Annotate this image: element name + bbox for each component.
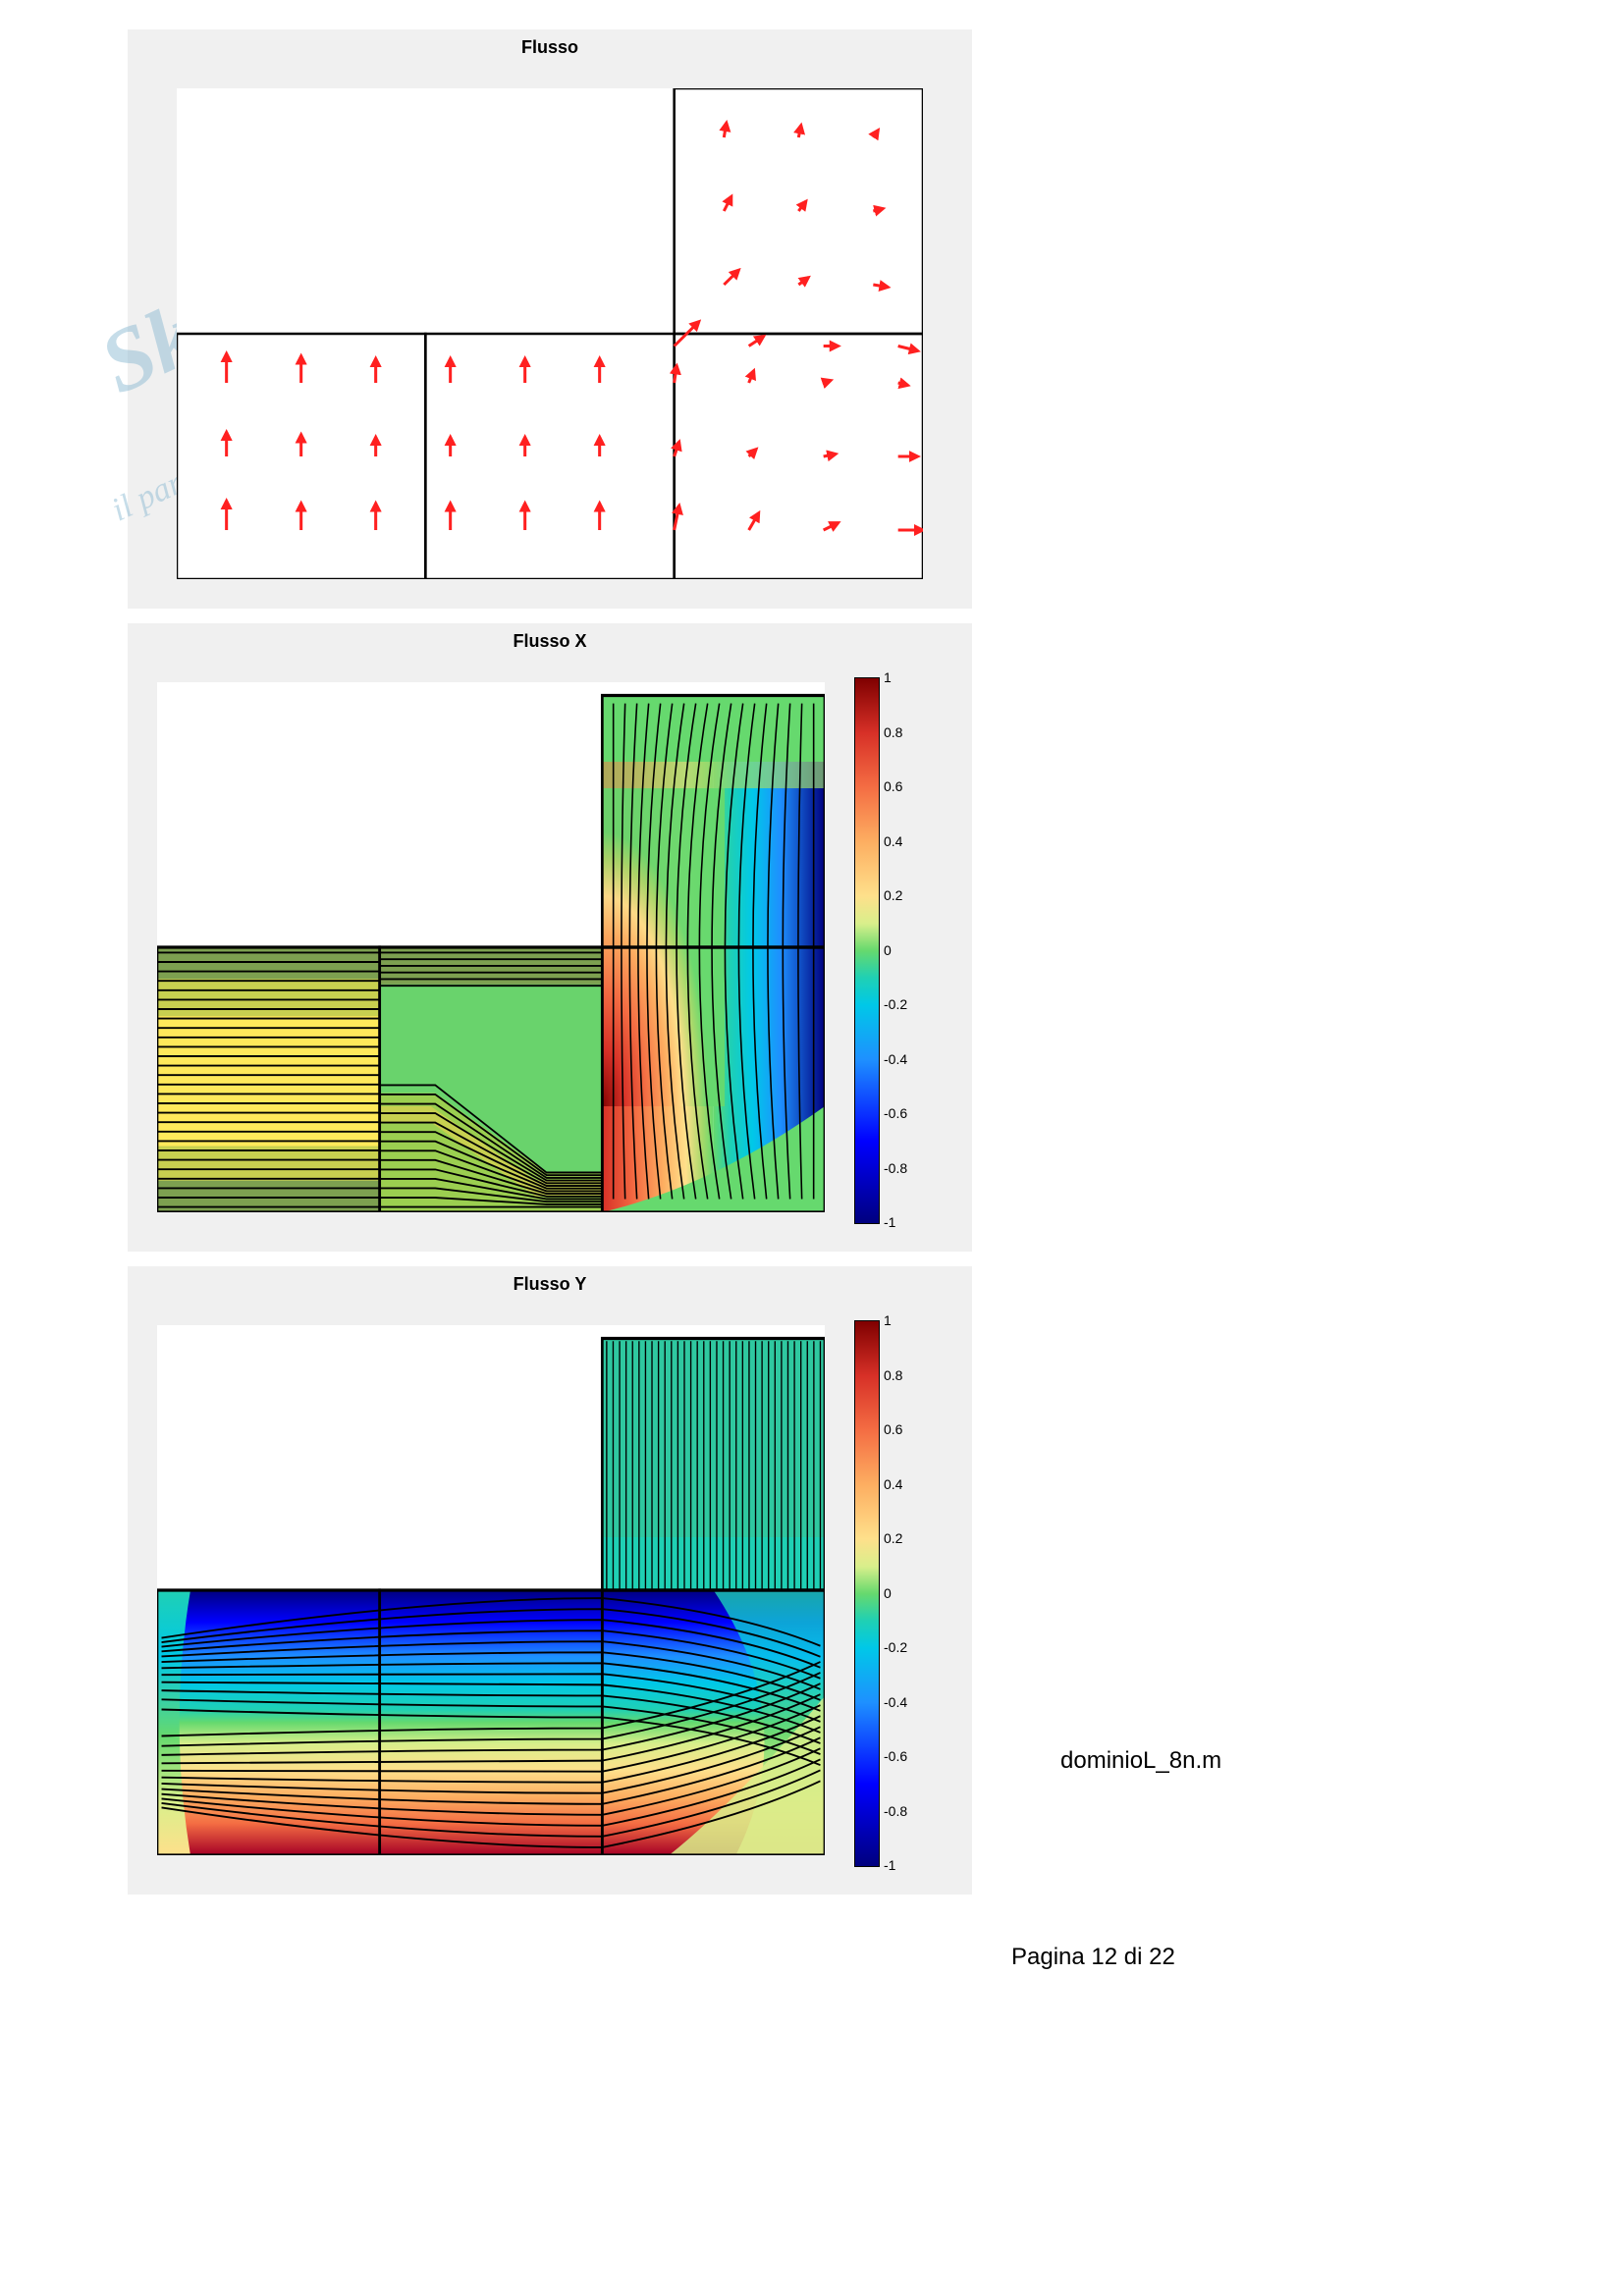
cb-tick: 0.2 bbox=[884, 1530, 902, 1546]
page-number: Pagina 12 di 22 bbox=[1011, 1944, 1175, 1971]
panel-flussox-title: Flusso X bbox=[128, 631, 972, 652]
cb-tick: -0.6 bbox=[884, 1105, 907, 1121]
cb-tick: -0.2 bbox=[884, 1639, 907, 1655]
flussox-colorbar: 10.80.60.40.20-0.2-0.4-0.6-0.8-1 bbox=[854, 677, 933, 1222]
panel-flusso-title: Flusso bbox=[128, 37, 972, 58]
cb-tick: -0.4 bbox=[884, 1694, 907, 1710]
cb-tick: 0.6 bbox=[884, 1421, 902, 1437]
flussoy-colorbar: 10.80.60.40.20-0.2-0.4-0.6-0.8-1 bbox=[854, 1320, 933, 1865]
flussoy-svg bbox=[157, 1325, 825, 1855]
cb-tick: -0.2 bbox=[884, 996, 907, 1012]
plot-flussox bbox=[157, 682, 825, 1212]
panel-flussoy-title: Flusso Y bbox=[128, 1274, 972, 1295]
flussox-svg bbox=[157, 682, 825, 1212]
file-label: dominioL_8n.m bbox=[1060, 1747, 1221, 1775]
cb-tick: -0.8 bbox=[884, 1160, 907, 1176]
cb-tick: -1 bbox=[884, 1214, 895, 1230]
cb-tick: 0 bbox=[884, 1585, 892, 1601]
quiver-arrows bbox=[227, 123, 923, 530]
panel-flussox: Flusso X bbox=[128, 623, 972, 1252]
cb-tick: -0.4 bbox=[884, 1051, 907, 1067]
domain-outline bbox=[177, 88, 923, 579]
cb-tick: 1 bbox=[884, 1312, 892, 1328]
colorbar-gradient bbox=[854, 677, 880, 1224]
cb-tick: -0.6 bbox=[884, 1748, 907, 1764]
panel-flussoy: Flusso Y bbox=[128, 1266, 972, 1895]
quiver-svg bbox=[177, 88, 923, 579]
plot-flussoy bbox=[157, 1325, 825, 1855]
cb-tick: 0.8 bbox=[884, 1367, 902, 1383]
cb-tick: 0.4 bbox=[884, 1476, 902, 1492]
cb-tick: 0 bbox=[884, 942, 892, 958]
cb-tick: 0.2 bbox=[884, 887, 902, 903]
flussox-right-col bbox=[602, 696, 825, 1213]
flussox-bottom-left bbox=[157, 947, 380, 1212]
cb-tick: 0.8 bbox=[884, 724, 902, 740]
cb-tick: -1 bbox=[884, 1857, 895, 1873]
cb-tick: 0.6 bbox=[884, 778, 902, 794]
cb-tick: -0.8 bbox=[884, 1803, 907, 1819]
cb-tick: 0.4 bbox=[884, 833, 902, 849]
cb-tick: 1 bbox=[884, 669, 892, 685]
plot-flusso bbox=[177, 88, 923, 579]
panel-flusso: Flusso Skuola.net il paradiso dello stud… bbox=[128, 29, 972, 609]
colorbar-gradient bbox=[854, 1320, 880, 1867]
